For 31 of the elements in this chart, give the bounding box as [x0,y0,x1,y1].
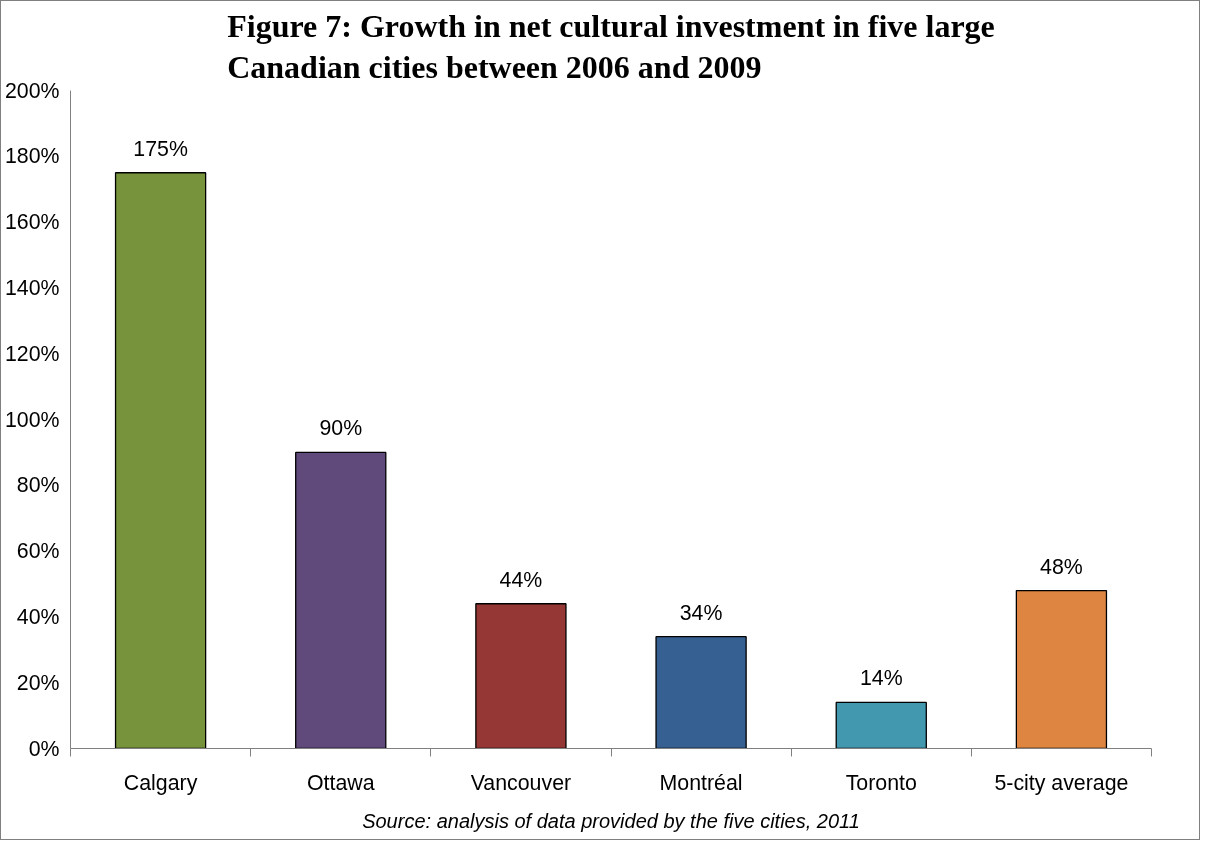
data-label: 34% [679,600,723,625]
bar [655,635,747,749]
bar [475,603,567,749]
x-tick-label: 5-city average [994,770,1129,795]
chart-title: Figure 7: Growth in net cultural investment in five large Canadian cities between 2006 and 2009 [227,8,995,86]
y-tick-label: 120% [4,341,60,366]
data-label: 44% [499,567,543,592]
y-tick-label: 20% [16,670,60,695]
y-tick-label: 160% [4,210,60,235]
y-tick-label: 60% [16,539,60,564]
y-tick-label: 100% [4,407,60,432]
x-tick-label: Ottawa [306,770,375,795]
data-label: 90% [319,416,363,441]
y-tick-label: 0% [28,736,60,761]
x-tick-label: Calgary [123,770,198,795]
y-tick-label: 180% [4,144,60,169]
x-tick-label: Vancouver [470,770,572,795]
bar [295,451,387,749]
y-tick-label: 140% [4,275,60,300]
x-tick-label: Toronto [845,770,917,795]
y-tick-label: 80% [16,473,60,498]
y-tick-label: 40% [16,604,60,629]
bar [835,701,927,749]
y-tick-label: 200% [4,78,60,103]
bar [1015,589,1108,749]
source-note: Source: analysis of data provided by the five cities, 2011 [362,809,860,832]
x-tick-label: Montréal [659,770,743,795]
bar [114,172,207,749]
data-label: 175% [133,136,188,161]
data-label: 14% [859,666,903,691]
data-label: 48% [1040,554,1083,579]
